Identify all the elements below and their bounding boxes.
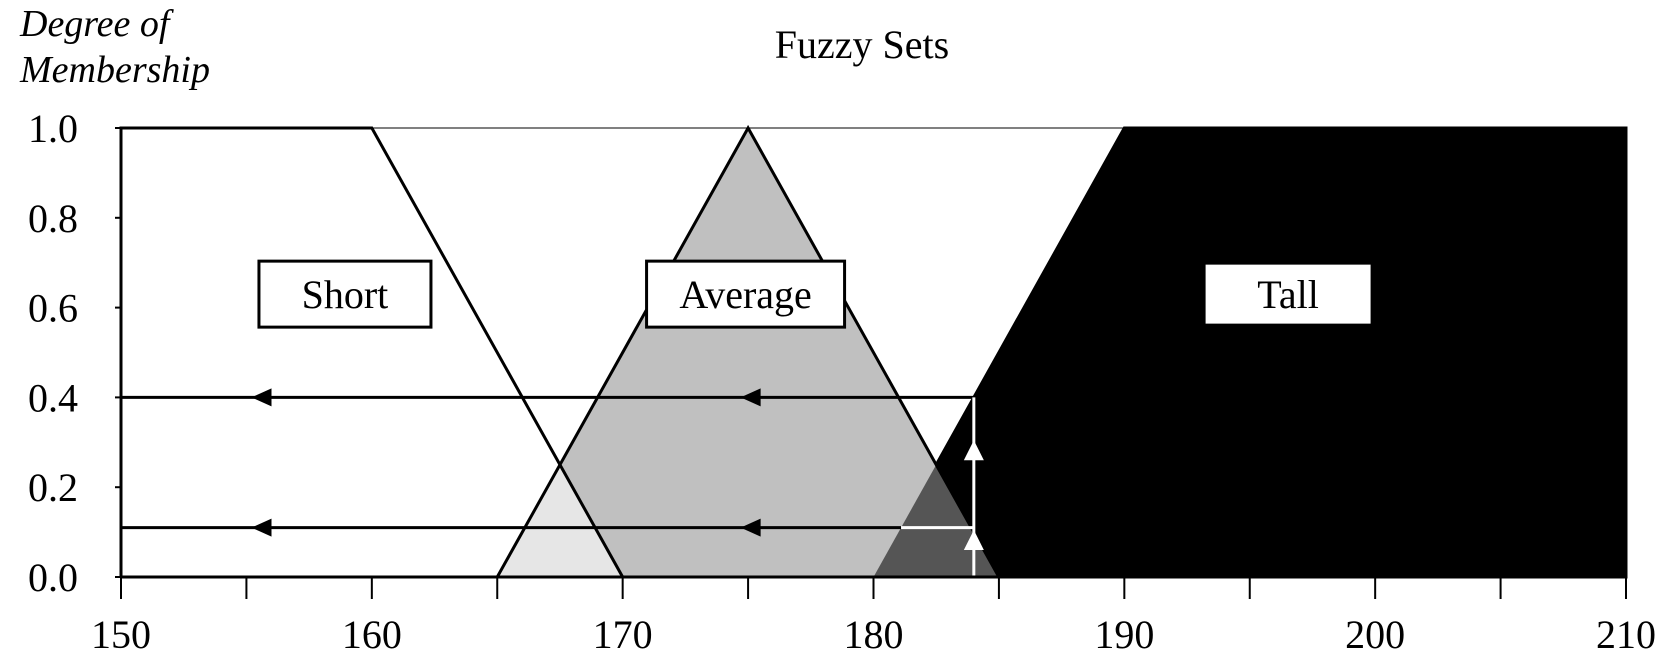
- series-short-area: [121, 128, 623, 577]
- ylabel-line-2: Membership: [19, 49, 210, 91]
- x-tick-label-2: 170: [593, 612, 653, 657]
- series-short-outline: [119, 126, 624, 578]
- x-tick-label-4: 190: [1094, 612, 1154, 657]
- x-tick-label-6: 210: [1596, 612, 1656, 657]
- overlay-layer: [121, 388, 984, 579]
- x-tick-label-3: 180: [844, 612, 904, 657]
- y-tick-label-2: 0.4: [28, 375, 78, 420]
- chart-title: Fuzzy Sets: [775, 22, 949, 67]
- arrowhead-left-0-1: [740, 388, 761, 407]
- ylabel-line-1: Degree of: [19, 3, 174, 45]
- y-tick-label-4: 0.8: [28, 196, 78, 241]
- y-tick-label-5: 1.0: [28, 106, 78, 151]
- axis-layer: 0.0 0.2 0.4 0.6 0.8 1.0 150 160 170 180 190 200 210: [28, 106, 1656, 657]
- x-tick-label-5: 200: [1345, 612, 1405, 657]
- x-tick-label-0: 150: [91, 612, 151, 657]
- arrowhead-up-1: [963, 530, 984, 551]
- y-tick-label-3: 0.6: [28, 286, 78, 331]
- x-tick-label-1: 160: [342, 612, 402, 657]
- arrowhead-left-1-0: [251, 518, 272, 537]
- series-layer: [119, 124, 1628, 579]
- series-tall-area: [870, 126, 1628, 579]
- series-label-box-short: [257, 259, 433, 329]
- arrowhead-left-1-1: [740, 518, 761, 537]
- label-layer: Short Average Tall: [257, 259, 1374, 329]
- series-label-box-tall: [1202, 261, 1374, 327]
- arrowhead-up-0: [963, 440, 984, 461]
- y-tick-label-0: 0.0: [28, 555, 78, 600]
- series-average-outline: [495, 124, 1001, 578]
- y-tick-label-1: 0.2: [28, 465, 78, 510]
- series-label-box-average: [645, 259, 847, 329]
- arrowhead-left-0-0: [251, 388, 272, 407]
- series-label-short: Short: [302, 272, 389, 317]
- series-label-tall: Tall: [1257, 272, 1319, 317]
- series-label-average: Average: [679, 272, 812, 317]
- series-average-area: [497, 128, 999, 577]
